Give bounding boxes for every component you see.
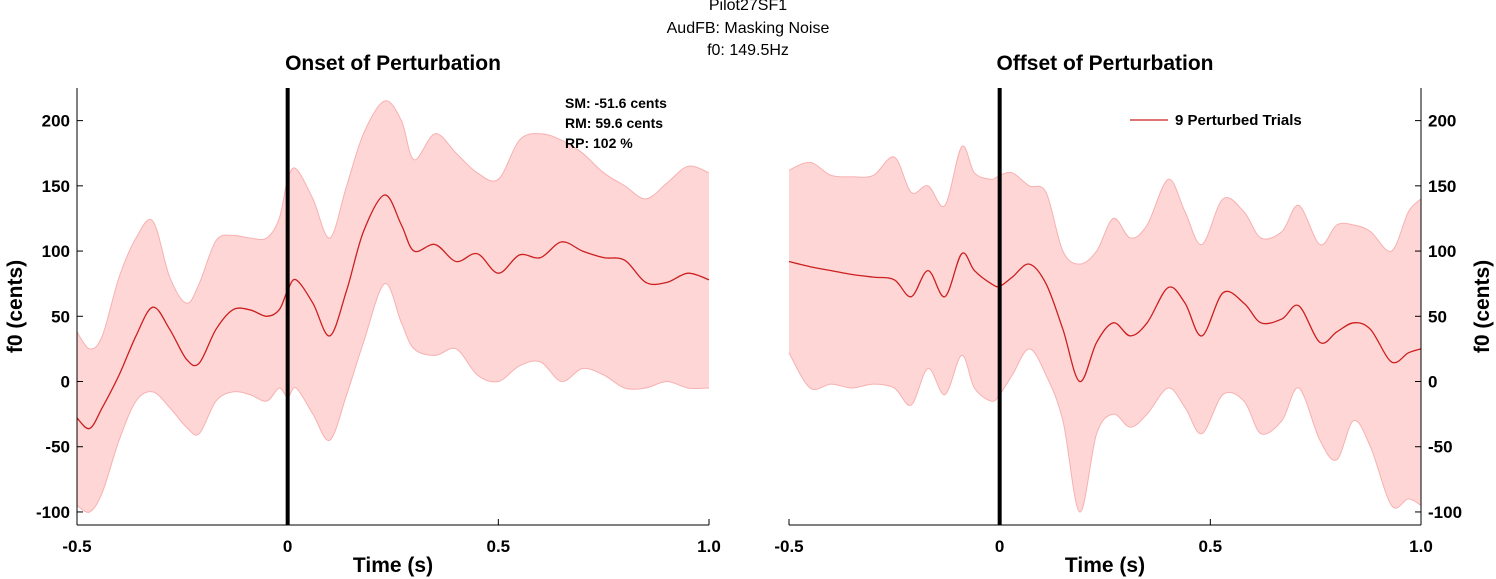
panel-2-x-axis-label: Time (s) [1065,554,1145,577]
panel-1-x-tick-label: -0.5 [62,537,91,556]
panel-1-x-tick-label: 0 [283,537,292,556]
panel-2-legend-label: 9 Perturbed Trials [1175,112,1302,129]
panel-1-sd-band [77,100,709,513]
panel-1-band-upper-edge [76,100,710,350]
panel-2-y-tick-label: 100 [1428,242,1456,261]
panel-1-y-tick-label: 50 [51,307,70,326]
panel-2-mean-line [788,252,1422,383]
panel-2-y-tick-label: 150 [1428,177,1456,196]
panel-1-title: Onset of Perturbation [285,52,501,75]
panel-2-x-tick-label: -0.5 [774,537,803,556]
panel-2-band-lower-edge [788,348,1422,513]
panel-1-y-tick-label: -50 [45,438,70,457]
panel-1-y-tick-label: -100 [36,503,70,522]
panel-1-y-tick-label: 0 [61,373,70,392]
panel-2-x-tick-label: 0.5 [1199,537,1223,556]
panel-1-x-tick-label: 0.5 [487,537,511,556]
panel-2-x-tick-label: 0 [995,537,1004,556]
panel-1-y-tick-label: 200 [42,112,70,131]
panel-2-band-upper-edge [788,145,1422,265]
panel-2-y-tick-label: -50 [1428,438,1453,457]
panel-1-y-axis-label: f0 (cents) [4,260,27,353]
panel-2-x-tick-label: 1.0 [1409,537,1433,556]
panel-1-stat-annotation: RP: 102 % [565,135,633,151]
panel-2-y-axis-label: f0 (cents) [1471,260,1494,353]
panel-1-x-tick-label: 1.0 [697,537,721,556]
suptitle-line-2: AudFB: Masking Noise [666,20,830,37]
panel-1-stat-annotation: RM: 59.6 cents [565,115,663,131]
panel-1-stat-annotation: SM: -51.6 cents [565,95,667,111]
suptitle-line-3: f0: 149.5Hz [707,42,789,59]
panel-1-y-tick-label: 100 [42,242,70,261]
panel-1-mean-line [76,194,710,430]
suptitle-line-1: Pilot27SF1 [708,0,788,14]
panel-2-title: Offset of Perturbation [996,52,1213,75]
panel-2-y-tick-label: 200 [1428,112,1456,131]
panel-1-y-tick-label: 150 [42,177,70,196]
panel-2-y-tick-label: 50 [1428,307,1447,326]
panel-1-band-lower-edge [76,283,710,513]
panel-2-y-tick-label: -100 [1428,503,1462,522]
panel-2-y-tick-label: 0 [1428,373,1437,392]
panel-1-x-axis-label: Time (s) [353,554,433,577]
